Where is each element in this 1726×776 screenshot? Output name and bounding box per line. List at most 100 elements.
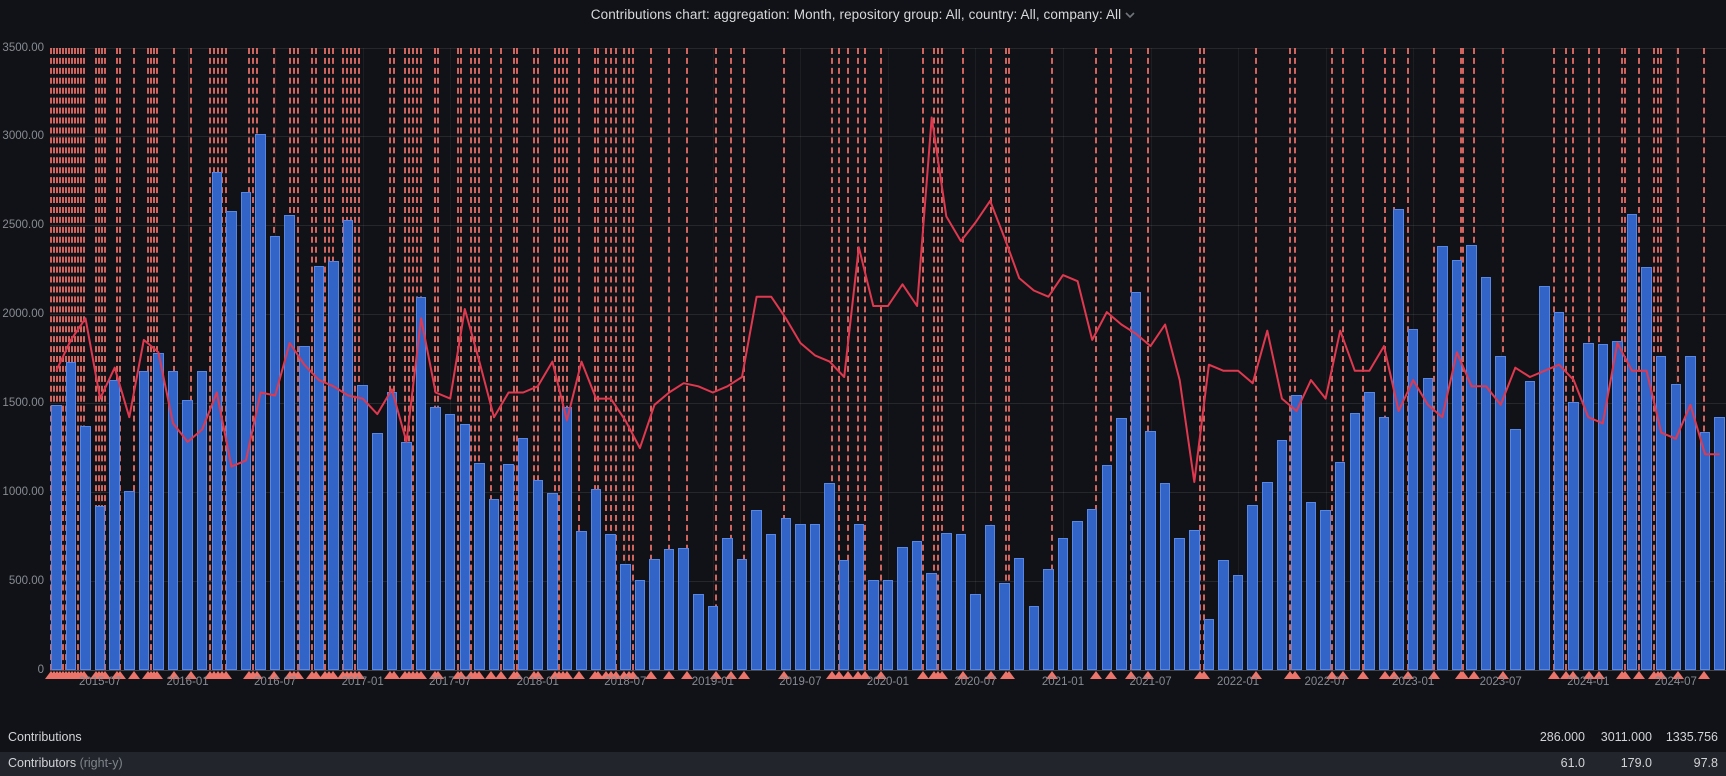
annotation-line	[80, 47, 82, 670]
annotation-line	[1051, 47, 1053, 670]
annotation-line	[783, 47, 785, 670]
bar-2021-02	[1072, 521, 1083, 670]
hgrid-line	[50, 403, 1726, 405]
hgrid-line	[50, 492, 1726, 494]
bar-2016-06	[255, 134, 266, 670]
bar-2017-07	[444, 413, 456, 670]
bar-2024-07	[1670, 383, 1682, 670]
annotation-line	[686, 47, 688, 670]
y-axis-label: 1500.00	[2, 397, 44, 410]
bar-2017-02	[372, 433, 383, 670]
annotation-line	[933, 47, 935, 670]
x-axis-tick-label: 2020-07	[954, 676, 997, 688]
bar-2020-09	[999, 583, 1010, 670]
annotation-marker-triangle	[985, 670, 997, 679]
x-axis-tick-label: 2021-07	[1129, 676, 1172, 688]
bar-2017-06	[430, 406, 441, 670]
bar-2019-08	[809, 524, 821, 670]
annotation-marker-triangle	[128, 670, 140, 679]
annotation-line	[562, 47, 564, 670]
annotation-marker-triangle	[251, 670, 263, 679]
annotation-marker-triangle	[875, 670, 887, 679]
annotation-marker-triangle	[561, 670, 573, 679]
x-axis-tick-label: 2019-01	[691, 676, 734, 688]
annotation-line	[56, 47, 58, 670]
bar-2023-05	[1466, 244, 1477, 670]
vgrid-line	[975, 47, 977, 670]
annotation-marker-triangle	[151, 670, 163, 679]
bar-2021-12	[1218, 560, 1229, 670]
annotation-line	[623, 47, 625, 670]
x-axis-tick-label: 2022-01	[1216, 676, 1260, 688]
contributors-avg-value: 97.8	[1693, 756, 1718, 770]
annotation-line	[59, 47, 61, 670]
bar-2020-03	[911, 540, 923, 670]
annotation-line	[434, 47, 436, 670]
annotation-line	[150, 47, 152, 670]
annotation-line	[1677, 47, 1679, 670]
bar-2018-05	[590, 488, 602, 670]
series-name-contributors[interactable]: Contributors (right-y)	[8, 756, 123, 770]
annotation-line	[1433, 47, 1435, 670]
bar-2021-11	[1203, 619, 1215, 670]
annotation-line	[1294, 47, 1296, 670]
bar-2019-03	[736, 559, 748, 670]
bar-2018-11	[678, 548, 689, 670]
annotation-line	[62, 47, 64, 670]
annotation-line	[1565, 47, 1567, 670]
y-axis-label: 1000.00	[2, 486, 44, 499]
plot-area[interactable]	[45, 47, 1726, 679]
legend-row-contributors: Contributors (right-y) 61.0 179.0 97.8	[0, 752, 1726, 776]
contributions-max-value: 3011.000	[1600, 730, 1652, 744]
bar-2023-06	[1480, 277, 1492, 670]
annotation-marker-triangle	[917, 670, 929, 679]
chevron-down-icon[interactable]	[1125, 10, 1135, 20]
annotation-line	[831, 47, 833, 670]
bar-2019-04	[751, 509, 762, 670]
annotation-marker-triangle	[1250, 670, 1262, 679]
annotation-marker-triangle	[826, 670, 838, 679]
annotation-line	[393, 47, 395, 670]
bar-2019-01	[707, 605, 719, 670]
bar-2020-06	[955, 534, 967, 670]
annotation-line	[864, 47, 866, 670]
bar-2018-02	[547, 493, 558, 670]
vgrid-line	[1063, 47, 1064, 670]
right-y-axis-suffix: (right-y)	[76, 756, 123, 770]
bar-2024-08	[1685, 355, 1696, 670]
bar-2019-09	[824, 482, 835, 670]
annotation-line	[1199, 47, 1201, 670]
annotation-line	[1342, 47, 1344, 670]
bar-2015-08	[109, 380, 120, 670]
series-name-contributions[interactable]: Contributions	[8, 730, 82, 744]
bar-2017-08	[459, 423, 471, 670]
bar-2019-07	[795, 524, 806, 670]
annotation-marker-triangle	[1379, 670, 1391, 679]
annotation-line	[354, 47, 356, 670]
bar-2023-09	[1524, 381, 1536, 670]
bar-2022-07	[1320, 509, 1331, 670]
annotation-line	[74, 47, 76, 670]
annotation-line	[83, 47, 85, 670]
vgrid-line	[1238, 47, 1240, 670]
bar-2020-10	[1013, 557, 1025, 670]
vgrid-line	[187, 47, 189, 670]
bar-2018-10	[663, 548, 675, 670]
bar-2018-07	[620, 563, 631, 670]
bar-2021-07	[1145, 430, 1156, 670]
bar-2020-12	[1043, 568, 1054, 670]
vgrid-line	[450, 47, 452, 670]
annotation-line	[857, 47, 859, 670]
bar-2017-10	[488, 499, 500, 670]
bar-2022-12	[1393, 208, 1404, 670]
annotation-line	[610, 47, 612, 670]
annotation-marker-triangle	[415, 670, 427, 679]
x-axis-tick-label: 2015-07	[78, 676, 122, 688]
bar-2022-05	[1291, 394, 1302, 670]
bar-2019-02	[722, 538, 733, 670]
bar-2022-11	[1378, 416, 1390, 670]
annotation-marker-triangle	[592, 670, 604, 679]
annotation-marker-triangle	[114, 670, 126, 679]
annotation-line	[1255, 47, 1257, 670]
y-axis-label: 2000.00	[2, 308, 44, 321]
